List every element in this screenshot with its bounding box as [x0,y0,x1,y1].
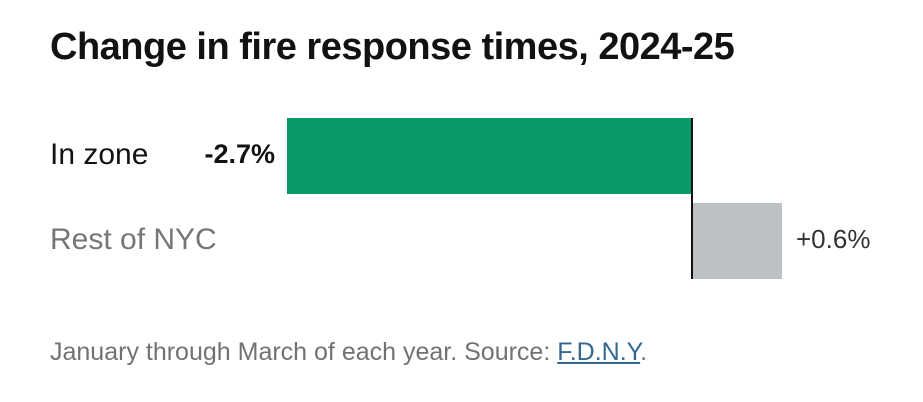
footnote-text: January through March of each year. Sour… [50,338,558,366]
chart-title: Change in fire response times, 2024-25 [50,26,735,68]
footnote-end: . [640,338,648,366]
category-label-in-zone: In zone [50,138,148,171]
bar-chart: In zone -2.7% Rest of NYC +0.6% [50,118,870,279]
source-link[interactable]: F.D.N.Y [557,338,641,366]
footnote: January through March of each year. Sour… [50,338,647,367]
value-label-in-zone: -2.7% [204,139,275,169]
value-label-rest-of-nyc: +0.6% [796,224,870,254]
bars-group: In zone -2.7% Rest of NYC +0.6% [50,118,870,279]
category-label-rest-of-nyc: Rest of NYC [50,223,217,256]
bar-in-zone [287,118,692,194]
bar-rest-of-nyc [692,203,782,279]
